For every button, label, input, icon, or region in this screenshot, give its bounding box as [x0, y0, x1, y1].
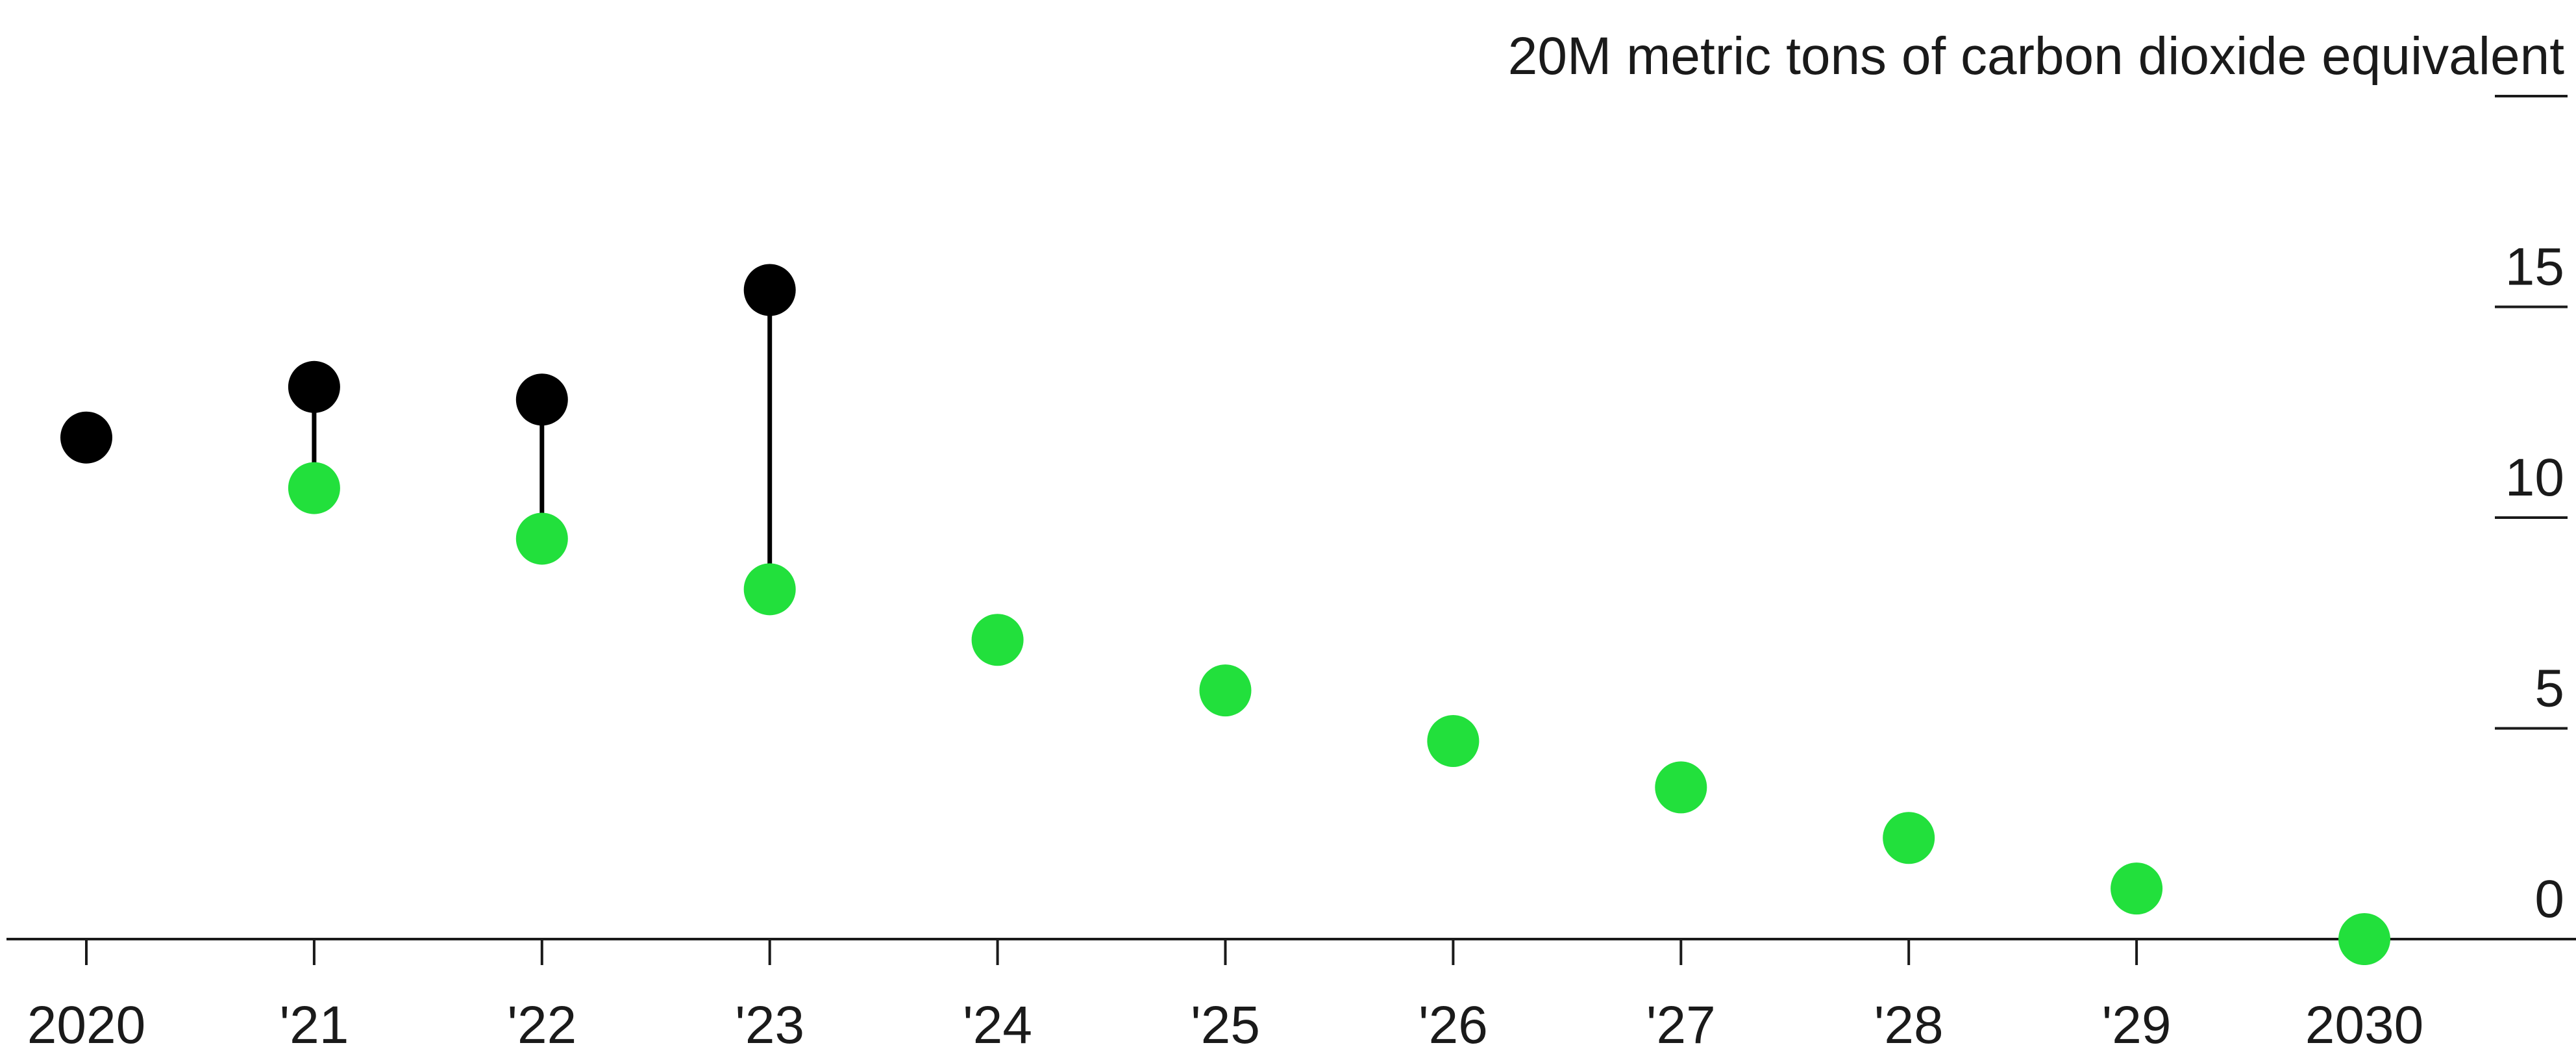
x-tick-label: '22	[507, 996, 576, 1055]
actual-point	[288, 360, 340, 413]
target-point	[288, 462, 340, 514]
target-point	[971, 614, 1024, 666]
target-point	[743, 563, 796, 616]
x-tick-label: '28	[1874, 996, 1944, 1055]
x-tick-label: 2020	[27, 996, 145, 1055]
y-tick-label: 0	[2534, 870, 2564, 929]
actual-point	[515, 373, 568, 426]
x-tick-label: '26	[1418, 996, 1488, 1055]
y-axis-unit-label: 20M metric tons of carbon dioxide equiva…	[1508, 27, 2564, 86]
target-point	[2111, 862, 2163, 915]
y-tick-label: 10	[2505, 448, 2564, 507]
x-tick-label: '21	[279, 996, 349, 1055]
x-tick-label: '24	[963, 996, 1032, 1055]
actual-point	[743, 264, 796, 316]
target-point	[1199, 664, 1252, 717]
x-tick-label: '23	[735, 996, 804, 1055]
target-point	[2338, 913, 2390, 965]
actual-point	[60, 411, 112, 464]
x-axis	[6, 938, 2576, 965]
x-tick-label: '29	[2102, 996, 2172, 1055]
x-tick-label: '27	[1646, 996, 1716, 1055]
target-point	[515, 512, 568, 565]
data-points	[60, 264, 2390, 965]
target-point	[1883, 812, 1935, 864]
y-axis-ticks	[2495, 95, 2568, 730]
x-tick-label: 2030	[2305, 996, 2423, 1055]
y-tick-label: 15	[2505, 238, 2564, 297]
target-point	[1427, 714, 1480, 767]
tick-labels: 0 5 10 15 20M metric tons of carbon dioxide …	[27, 27, 2564, 1055]
target-point	[1655, 761, 1707, 814]
y-tick-label: 5	[2534, 659, 2564, 718]
x-tick-label: '25	[1191, 996, 1260, 1055]
